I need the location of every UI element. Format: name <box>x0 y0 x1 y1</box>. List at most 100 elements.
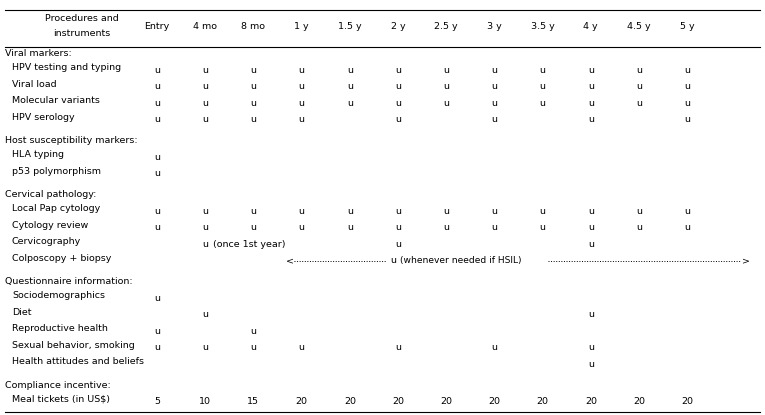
Text: u: u <box>298 82 304 91</box>
Text: u: u <box>491 66 497 75</box>
Text: Viral load: Viral load <box>12 80 57 88</box>
Text: u: u <box>347 207 353 215</box>
Text: Molecular variants: Molecular variants <box>12 96 100 105</box>
Text: u: u <box>443 207 449 215</box>
Text: Sexual behavior, smoking: Sexual behavior, smoking <box>12 341 135 349</box>
Text: u: u <box>202 223 208 232</box>
Text: u: u <box>298 115 304 124</box>
Text: u: u <box>539 82 545 91</box>
Text: Colposcopy + biopsy: Colposcopy + biopsy <box>12 254 112 263</box>
Text: Health attitudes and beliefs: Health attitudes and beliefs <box>12 357 144 366</box>
Text: 20: 20 <box>440 397 452 406</box>
Text: u: u <box>154 327 160 336</box>
Text: u: u <box>395 82 401 91</box>
Text: u: u <box>684 82 690 91</box>
Text: u: u <box>347 223 353 232</box>
Text: u: u <box>491 82 497 91</box>
Text: 10: 10 <box>199 397 211 406</box>
Text: u: u <box>154 223 160 232</box>
Text: u: u <box>298 66 304 75</box>
Text: u: u <box>395 66 401 75</box>
Text: u: u <box>298 223 304 232</box>
Text: Diet: Diet <box>12 308 31 317</box>
Text: u: u <box>250 98 256 107</box>
Text: u: u <box>390 256 396 265</box>
Text: u: u <box>588 82 594 91</box>
Text: u: u <box>539 207 545 215</box>
Text: u: u <box>154 66 160 75</box>
Text: 20: 20 <box>488 397 500 406</box>
Text: u: u <box>395 223 401 232</box>
Text: u: u <box>154 293 160 303</box>
Text: 4.5 y: 4.5 y <box>627 22 651 30</box>
Text: (whenever needed if HSIL): (whenever needed if HSIL) <box>400 256 522 265</box>
Text: 4 y: 4 y <box>584 22 598 30</box>
Text: u: u <box>298 207 304 215</box>
Text: u: u <box>588 207 594 215</box>
Text: Cervicography: Cervicography <box>12 237 81 246</box>
Text: u: u <box>250 66 256 75</box>
Text: 20: 20 <box>295 397 308 406</box>
Text: u: u <box>491 207 497 215</box>
Text: u: u <box>443 98 449 107</box>
Text: Local Pap cytology: Local Pap cytology <box>12 204 100 213</box>
Text: 5 y: 5 y <box>680 22 695 30</box>
Text: u: u <box>588 115 594 124</box>
Text: u: u <box>684 223 690 232</box>
Text: Meal tickets (in US$): Meal tickets (in US$) <box>12 395 110 404</box>
Text: 20: 20 <box>584 397 597 406</box>
Text: u: u <box>154 115 160 124</box>
Text: u: u <box>539 223 545 232</box>
Text: Host susceptibility markers:: Host susceptibility markers: <box>5 136 138 145</box>
Text: 3 y: 3 y <box>487 22 502 30</box>
Text: 5: 5 <box>154 397 160 406</box>
Text: Compliance incentive:: Compliance incentive: <box>5 381 111 390</box>
Text: Entry: Entry <box>145 22 170 30</box>
Text: 2.5 y: 2.5 y <box>435 22 458 30</box>
Text: HLA typing: HLA typing <box>12 150 64 159</box>
Text: 20: 20 <box>536 397 549 406</box>
Text: u: u <box>588 239 594 249</box>
Text: Viral markers:: Viral markers: <box>5 49 72 58</box>
Text: u: u <box>202 310 208 319</box>
Text: p53 polymorphism: p53 polymorphism <box>12 166 101 176</box>
Text: u: u <box>347 66 353 75</box>
Text: u: u <box>202 115 208 124</box>
Text: u: u <box>588 223 594 232</box>
Text: u: u <box>443 82 449 91</box>
Text: instruments: instruments <box>54 29 111 37</box>
Text: Reproductive health: Reproductive health <box>12 324 108 333</box>
Text: u: u <box>202 66 208 75</box>
Text: u: u <box>491 98 497 107</box>
Text: 20: 20 <box>392 397 404 406</box>
Text: u: u <box>636 98 642 107</box>
Text: u: u <box>347 82 353 91</box>
Text: Procedures and: Procedures and <box>45 14 119 22</box>
Text: u: u <box>154 169 160 178</box>
Text: u: u <box>202 82 208 91</box>
Text: u: u <box>491 223 497 232</box>
Text: u: u <box>636 223 642 232</box>
Text: u: u <box>636 82 642 91</box>
Text: 2 y: 2 y <box>391 22 405 30</box>
Text: u: u <box>202 343 208 352</box>
Text: u: u <box>684 115 690 124</box>
Text: HPV testing and typing: HPV testing and typing <box>12 63 121 72</box>
Text: u: u <box>154 153 160 161</box>
Text: u: u <box>154 343 160 352</box>
Text: u: u <box>395 239 401 249</box>
Text: u: u <box>202 207 208 215</box>
Text: 3.5 y: 3.5 y <box>531 22 555 30</box>
Text: 1 y: 1 y <box>295 22 309 30</box>
Text: u: u <box>539 66 545 75</box>
Text: 1.5 y: 1.5 y <box>338 22 362 30</box>
Text: u: u <box>202 98 208 107</box>
Text: u: u <box>588 343 594 352</box>
Text: u: u <box>539 98 545 107</box>
Text: u: u <box>491 115 497 124</box>
Text: u: u <box>636 207 642 215</box>
Text: Questionnaire information:: Questionnaire information: <box>5 277 132 286</box>
Text: u: u <box>395 115 401 124</box>
Text: u: u <box>588 66 594 75</box>
Text: u: u <box>395 207 401 215</box>
